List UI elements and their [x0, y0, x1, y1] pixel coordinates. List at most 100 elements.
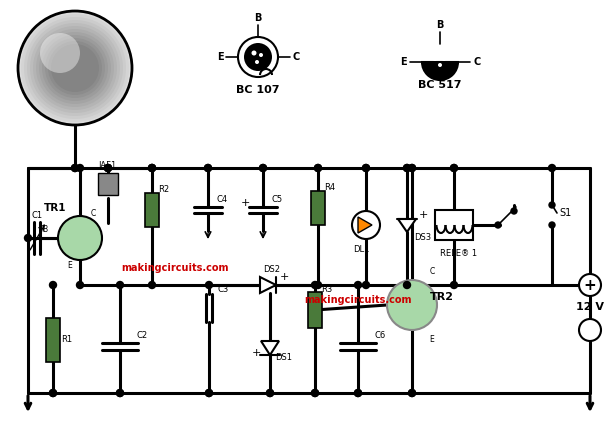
Circle shape	[48, 41, 102, 95]
Circle shape	[116, 389, 124, 396]
Text: TR2: TR2	[430, 292, 454, 302]
Circle shape	[45, 38, 105, 98]
Text: 12 V: 12 V	[576, 302, 604, 312]
Circle shape	[21, 14, 129, 122]
Circle shape	[409, 389, 415, 396]
Circle shape	[404, 164, 410, 171]
Circle shape	[77, 281, 83, 288]
Text: JAF1: JAF1	[99, 162, 117, 170]
Text: C: C	[429, 267, 435, 275]
Text: C4: C4	[216, 194, 228, 204]
Circle shape	[39, 32, 111, 104]
Text: DL1: DL1	[353, 244, 369, 253]
Circle shape	[354, 389, 362, 396]
Circle shape	[105, 164, 111, 171]
Text: B: B	[255, 13, 262, 23]
Text: B: B	[436, 20, 444, 30]
Bar	[98, 173, 118, 195]
Circle shape	[205, 389, 213, 396]
Circle shape	[71, 164, 79, 171]
Circle shape	[30, 23, 120, 113]
Polygon shape	[261, 341, 279, 355]
Text: B: B	[43, 225, 48, 235]
Circle shape	[205, 164, 211, 171]
Circle shape	[311, 281, 319, 288]
Circle shape	[362, 281, 370, 288]
Circle shape	[255, 60, 259, 64]
Circle shape	[314, 164, 322, 171]
Text: RELE® 1: RELE® 1	[440, 249, 477, 257]
Circle shape	[24, 17, 126, 119]
Text: +: +	[583, 277, 596, 292]
Text: TR1: TR1	[44, 203, 66, 213]
Circle shape	[314, 164, 322, 171]
Circle shape	[27, 20, 123, 116]
Text: E: E	[400, 57, 406, 67]
Circle shape	[579, 319, 601, 341]
Text: C: C	[90, 208, 96, 218]
Text: C1: C1	[32, 212, 43, 221]
Circle shape	[311, 389, 319, 396]
Text: makingcircuits.com: makingcircuits.com	[121, 263, 229, 273]
Text: +: +	[241, 198, 250, 208]
Text: DS3: DS3	[415, 232, 432, 242]
Circle shape	[149, 164, 155, 171]
Circle shape	[387, 280, 437, 330]
Text: +: +	[252, 348, 261, 358]
Text: C5: C5	[272, 194, 283, 204]
Polygon shape	[358, 217, 372, 233]
Circle shape	[511, 208, 517, 214]
Circle shape	[105, 164, 111, 171]
Circle shape	[409, 389, 415, 396]
Text: C: C	[292, 52, 300, 62]
Text: C3: C3	[217, 285, 228, 295]
Circle shape	[42, 35, 108, 101]
Circle shape	[24, 235, 32, 242]
Circle shape	[238, 37, 278, 77]
Text: E: E	[429, 334, 434, 343]
Bar	[435, 210, 473, 240]
Circle shape	[352, 211, 380, 239]
Text: BC 517: BC 517	[418, 80, 462, 90]
Text: BC 107: BC 107	[236, 85, 280, 95]
Circle shape	[205, 164, 211, 171]
Circle shape	[362, 164, 370, 171]
Circle shape	[438, 63, 442, 67]
Text: C: C	[473, 57, 481, 67]
Text: E: E	[217, 52, 224, 62]
Circle shape	[116, 281, 124, 288]
Circle shape	[49, 389, 57, 396]
Text: +: +	[418, 210, 428, 220]
Circle shape	[259, 164, 267, 171]
Text: E: E	[68, 261, 72, 271]
Text: R1: R1	[62, 336, 72, 344]
Circle shape	[409, 164, 415, 171]
Circle shape	[549, 222, 555, 228]
Circle shape	[267, 389, 273, 396]
Text: R3: R3	[322, 285, 333, 295]
Circle shape	[451, 164, 457, 171]
Circle shape	[314, 281, 322, 288]
Bar	[311, 191, 325, 225]
Bar	[308, 292, 322, 328]
Text: R2: R2	[158, 185, 169, 194]
Circle shape	[49, 281, 57, 288]
Bar	[145, 193, 159, 227]
Circle shape	[409, 164, 415, 171]
Circle shape	[252, 51, 256, 55]
Circle shape	[362, 164, 370, 171]
Circle shape	[404, 281, 410, 288]
Text: makingcircuits.com: makingcircuits.com	[304, 295, 412, 305]
Circle shape	[311, 389, 319, 396]
Text: S1: S1	[560, 208, 572, 218]
Text: C2: C2	[136, 332, 147, 340]
Circle shape	[579, 274, 601, 296]
Polygon shape	[398, 219, 416, 232]
Circle shape	[442, 57, 446, 61]
Circle shape	[33, 26, 117, 110]
Circle shape	[549, 164, 555, 171]
Text: DS2: DS2	[264, 266, 281, 274]
Circle shape	[354, 389, 362, 396]
Circle shape	[18, 11, 132, 125]
Circle shape	[259, 53, 263, 57]
